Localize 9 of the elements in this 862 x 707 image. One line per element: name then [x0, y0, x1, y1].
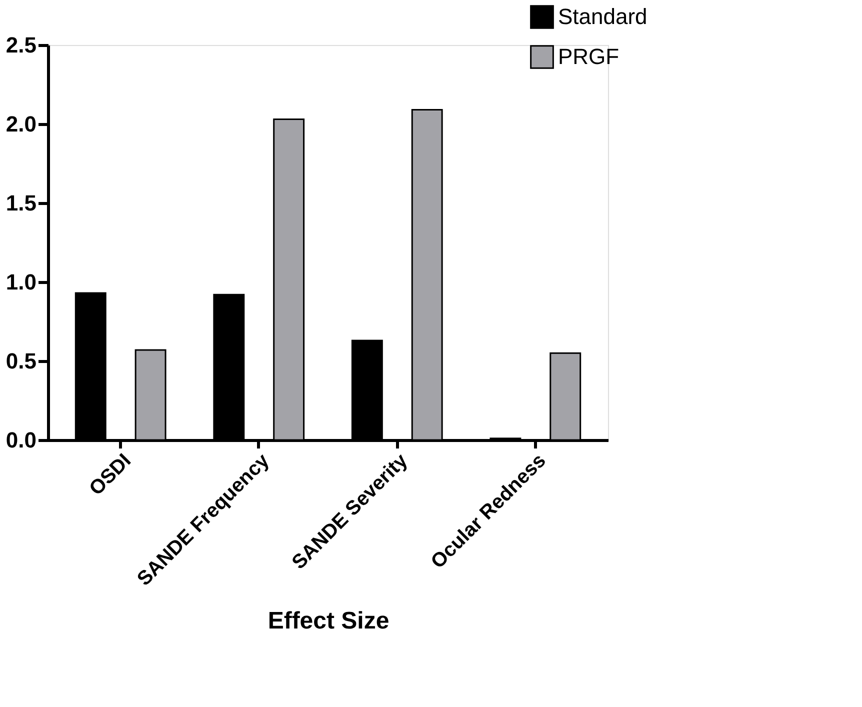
- y-tick-label: 1.5: [6, 190, 36, 216]
- legend-label: Standard: [558, 4, 648, 29]
- y-tick-label: 0.0: [6, 428, 36, 452]
- x-axis-title: Effect Size: [268, 608, 390, 635]
- y-tick-label: 2.5: [6, 32, 36, 58]
- y-tick-label: 2.0: [6, 112, 36, 136]
- y-tick-label: 1.0: [6, 270, 36, 294]
- y-tick-label: 0.5: [6, 348, 36, 374]
- legend-label: PRGF: [558, 44, 620, 69]
